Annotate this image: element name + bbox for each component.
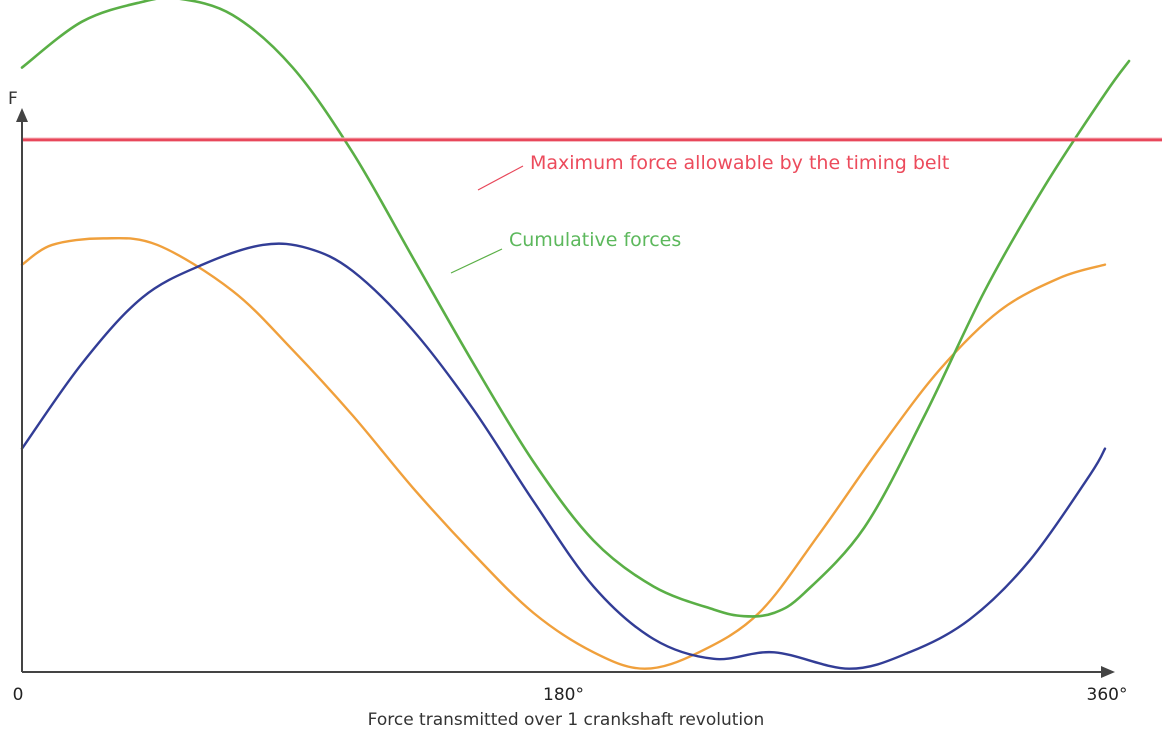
y-axis-label: F [8, 89, 18, 109]
x-tick-label: 360° [1087, 685, 1128, 705]
cumulative-forces-line [20, 0, 1131, 618]
x-axis-arrow-icon [1101, 666, 1115, 678]
x-tick-labels: 0 180° 360° [13, 685, 1128, 705]
x-axis-label: Force transmitted over 1 crankshaft revo… [368, 710, 765, 730]
cumulative-annotation-leader [450, 248, 503, 274]
threshold-annotation-leader [477, 165, 524, 191]
annotations: Maximum force allowable by the timing be… [450, 152, 949, 274]
cumulative-annotation-label: Cumulative forces [509, 229, 681, 251]
threshold-layer [22, 137, 1162, 142]
blue-force-line [20, 242, 1107, 670]
series-layer [20, 0, 1131, 670]
threshold-annotation-label: Maximum force allowable by the timing be… [530, 152, 949, 174]
orange-force-line [20, 236, 1107, 670]
y-axis-arrow-icon [16, 108, 28, 122]
x-tick-label: 180° [543, 685, 584, 705]
x-tick-label: 0 [13, 685, 24, 705]
axes [16, 108, 1115, 678]
